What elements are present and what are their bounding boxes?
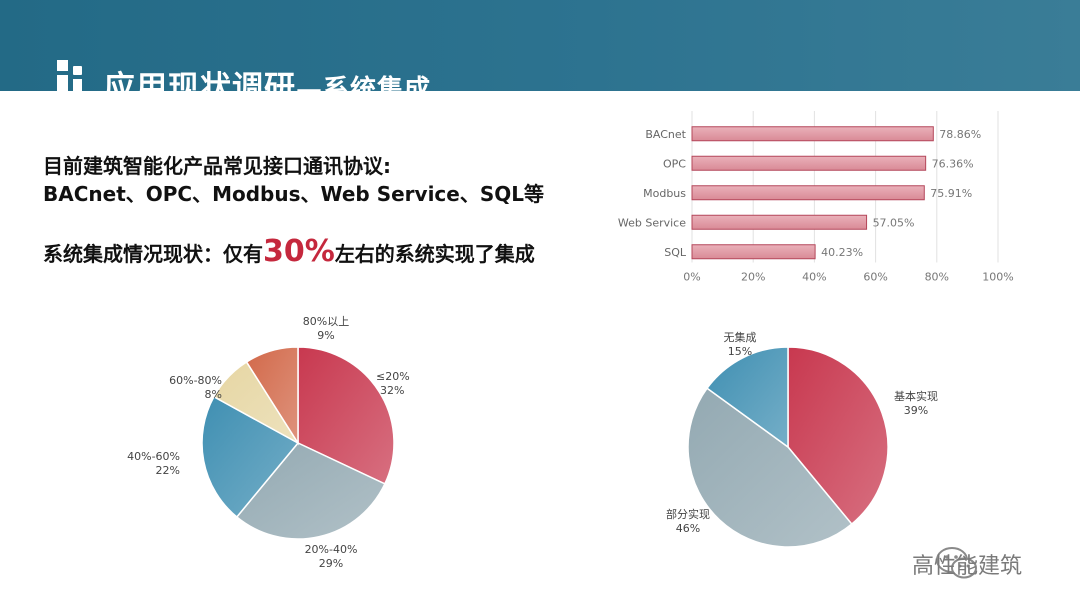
pie-label: 40%-60% [127,450,180,463]
bar-value-label: 75.91% [930,187,972,200]
pie-label: 80%以上 [303,315,349,328]
category-label: SQL [664,246,687,259]
bar [691,244,816,260]
pie-value-label: 46% [676,522,700,535]
title-main: 应用现状调研 [104,70,296,91]
pie-label: 20%-40% [305,543,358,556]
wechat-icon [936,547,977,579]
pie-value-label: 39% [904,404,928,417]
category-label: BACnet [645,128,686,141]
pie-label: 60%-80% [169,374,222,387]
pie-label: ≤20% [376,370,410,383]
watermark-text: 高性能建筑 [912,554,1023,579]
category-label: Web Service [618,216,686,229]
x-tick-label: 0% [683,271,700,284]
title-sub: —系统集成 [296,75,432,91]
x-tick-label: 20% [741,271,765,284]
integration-level-pie-chart: ≤20%32% 20%-40%29% 40%-60%22% 60%-80%8% 80%以… [127,315,410,570]
intro-line-3-suffix: 左右的系统实现了集成 [334,242,535,266]
pie-value-label: 29% [319,557,343,570]
pie-slice [245,346,299,446]
x-tick-label: 60% [863,271,887,284]
pie-label: 无集成 [724,330,757,344]
page-title: 应用现状调研—系统集成 [104,62,431,91]
intro-line-3-prefix: 系统集成情况现状：仅有 [43,242,263,266]
pie-slice [297,346,395,485]
pie-slice [706,346,789,449]
bar-value-label: 76.36% [932,157,974,170]
pie-value-label: 8% [205,388,222,401]
protocol-bar-chart: 0% 20% 40% 60% 80% 100% BACnet 78.86% OPC 76.36% M… [618,111,1014,284]
pie-value-label: 22% [156,464,180,477]
pie-value-label: 15% [728,345,752,358]
pie-label: 基本实现 [894,389,938,403]
intro-line-1: 目前建筑智能化产品常见接口通讯协议: [43,154,391,178]
pie-slice [235,442,386,540]
pie-value-label: 9% [317,329,334,342]
logo-icon [57,60,93,91]
intro-line-3: 系统集成情况现状：仅有30%左右的系统实现了集成 [43,234,535,269]
intro-highlight: 30% [263,234,335,269]
x-tick-label: 80% [925,271,949,284]
bar [691,155,927,171]
pie-slice [687,387,853,548]
pie-value-label: 32% [380,384,404,397]
bar [691,185,925,201]
header-band: 应用现状调研—系统集成 [0,0,1080,91]
category-label: Modbus [643,187,686,200]
x-tick-label: 40% [802,271,826,284]
pie-slice [787,346,889,526]
intro-line-2: BACnet、OPC、Modbus、Web Service、SQL等 [43,182,545,206]
bar [691,214,868,230]
category-label: OPC [663,157,686,170]
pie-slice [201,395,300,519]
bar-value-label: 40.23% [821,246,863,259]
bar [691,126,934,142]
bar-value-label: 78.86% [939,128,981,141]
x-tick-label: 100% [982,271,1013,284]
bar-value-label: 57.05% [873,216,915,229]
pie-label: 部分实现 [666,507,710,521]
